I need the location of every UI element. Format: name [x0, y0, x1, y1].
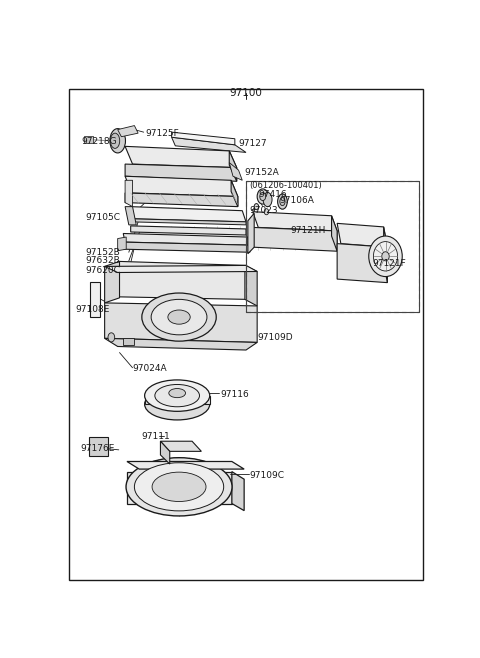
- Polygon shape: [332, 216, 337, 251]
- Ellipse shape: [134, 463, 224, 511]
- Ellipse shape: [155, 384, 200, 407]
- Polygon shape: [125, 164, 237, 182]
- Ellipse shape: [142, 293, 216, 341]
- Text: 97024A: 97024A: [132, 365, 167, 373]
- Polygon shape: [123, 338, 134, 345]
- Ellipse shape: [263, 192, 272, 207]
- Text: 97152B: 97152B: [85, 248, 120, 257]
- Text: 97121H: 97121H: [290, 226, 326, 236]
- Polygon shape: [105, 261, 120, 303]
- Ellipse shape: [264, 209, 269, 215]
- Polygon shape: [384, 227, 387, 283]
- Bar: [246, 182, 419, 312]
- Polygon shape: [248, 237, 250, 252]
- Bar: [90, 282, 100, 317]
- Text: 97109C: 97109C: [250, 470, 285, 480]
- Polygon shape: [172, 132, 235, 145]
- Ellipse shape: [110, 133, 120, 148]
- Ellipse shape: [277, 194, 288, 209]
- Ellipse shape: [144, 388, 210, 420]
- Text: 97218G: 97218G: [82, 138, 117, 146]
- Text: 97176E: 97176E: [81, 444, 115, 453]
- Ellipse shape: [373, 241, 397, 271]
- Text: 97620C: 97620C: [85, 266, 120, 276]
- Polygon shape: [84, 136, 93, 143]
- Text: (061206-100401): (061206-100401): [249, 182, 322, 190]
- Polygon shape: [105, 338, 257, 350]
- Polygon shape: [160, 442, 170, 464]
- Polygon shape: [127, 472, 232, 503]
- Polygon shape: [172, 138, 246, 153]
- Text: 97152A: 97152A: [244, 168, 279, 177]
- Ellipse shape: [169, 388, 186, 397]
- Polygon shape: [105, 303, 257, 342]
- Text: 97127: 97127: [239, 139, 267, 148]
- Bar: [89, 437, 108, 457]
- Polygon shape: [337, 223, 387, 247]
- Polygon shape: [131, 226, 246, 235]
- Polygon shape: [131, 207, 246, 222]
- Polygon shape: [160, 442, 202, 451]
- Polygon shape: [125, 207, 136, 225]
- Text: 97108E: 97108E: [75, 305, 109, 314]
- Polygon shape: [337, 243, 387, 283]
- Text: 97106A: 97106A: [279, 196, 314, 205]
- Ellipse shape: [369, 236, 402, 276]
- Polygon shape: [123, 234, 250, 245]
- Ellipse shape: [108, 333, 115, 342]
- Polygon shape: [232, 472, 244, 511]
- Ellipse shape: [151, 299, 207, 335]
- Text: 97111: 97111: [142, 432, 170, 441]
- Ellipse shape: [144, 380, 210, 411]
- Polygon shape: [125, 193, 238, 207]
- Text: 97632B: 97632B: [85, 257, 120, 265]
- Ellipse shape: [260, 192, 266, 201]
- Polygon shape: [248, 213, 254, 254]
- Ellipse shape: [254, 203, 259, 210]
- Polygon shape: [118, 126, 138, 137]
- Ellipse shape: [257, 189, 268, 204]
- Ellipse shape: [280, 197, 285, 205]
- Ellipse shape: [168, 310, 190, 324]
- Text: 97116: 97116: [220, 390, 249, 399]
- Text: 97125F: 97125F: [145, 129, 180, 138]
- Text: 97416: 97416: [258, 190, 287, 199]
- Polygon shape: [125, 146, 237, 168]
- Polygon shape: [145, 395, 210, 404]
- Ellipse shape: [126, 458, 232, 516]
- Ellipse shape: [152, 472, 206, 501]
- Ellipse shape: [382, 252, 389, 261]
- Text: 97109D: 97109D: [257, 333, 293, 342]
- Polygon shape: [131, 219, 246, 225]
- Polygon shape: [252, 212, 337, 231]
- Polygon shape: [125, 180, 132, 207]
- Polygon shape: [252, 228, 337, 251]
- Polygon shape: [125, 176, 238, 197]
- Polygon shape: [229, 163, 242, 180]
- Text: 97100: 97100: [229, 88, 263, 98]
- Bar: [246, 182, 419, 312]
- Text: 97105C: 97105C: [85, 213, 120, 222]
- Polygon shape: [105, 265, 257, 272]
- Polygon shape: [127, 461, 244, 469]
- Polygon shape: [118, 261, 246, 299]
- Polygon shape: [123, 242, 250, 252]
- Polygon shape: [245, 265, 257, 306]
- Text: 97023: 97023: [249, 206, 277, 215]
- Polygon shape: [229, 151, 237, 182]
- Polygon shape: [231, 180, 238, 207]
- Ellipse shape: [110, 128, 125, 153]
- Text: 97121F: 97121F: [372, 259, 406, 268]
- Polygon shape: [118, 237, 126, 251]
